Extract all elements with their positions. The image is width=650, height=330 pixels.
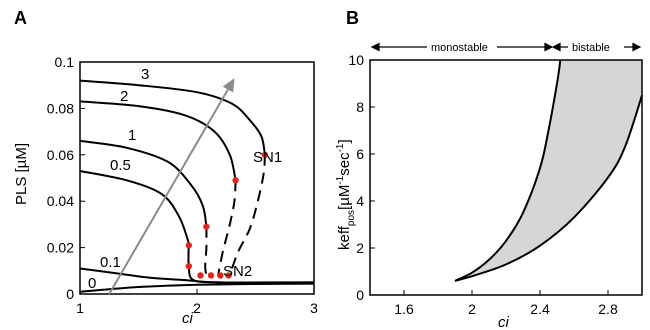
unstable-branch-2	[204, 226, 208, 276]
panel-a-x-ticks: 1 2 3	[76, 289, 318, 316]
panel-a-bifurcation-points	[185, 151, 269, 279]
bifurcation-point-4	[185, 262, 193, 270]
bistable-arrow-left-head	[551, 42, 561, 52]
series-curve-3	[79, 79, 266, 155]
annotation-sn1: SN1	[253, 149, 282, 166]
b-x-tick-label: 2	[468, 301, 476, 317]
curve-label-2: 2	[120, 88, 128, 105]
y-label-keff: keff	[336, 225, 353, 250]
curve-label-0-5: 0.5	[110, 157, 131, 174]
bifurcation-point-6	[207, 272, 215, 279]
y-label-sup1: -1	[335, 175, 346, 184]
panel-b-y-ticks: 0 2 4 6 8 10	[348, 52, 375, 303]
bifurcation-point-5	[197, 272, 204, 279]
region-monostable: monostable	[431, 42, 488, 54]
monostable-arrow-left-head	[370, 42, 380, 52]
arrow-shaft	[108, 88, 229, 295]
bifurcation-point-7	[217, 272, 224, 279]
panel-b-x-label: ci	[498, 314, 510, 330]
series-curve-0	[79, 282, 315, 293]
b-y-tick-label: 8	[356, 99, 364, 115]
y-label-sec: sec	[336, 152, 353, 176]
y-label-sub: pos	[346, 210, 357, 226]
unstable-branch-0	[228, 154, 266, 276]
a-y-tick-label: 0.1	[55, 54, 75, 70]
panel-b-x-ticks: 1.6 2 2.4 2.8	[394, 290, 618, 317]
b-y-tick-label: 0	[356, 287, 364, 303]
panel-a-y-ticks: 0 0.02 0.04 0.06 0.08 0.1	[47, 54, 85, 302]
b-y-tick-label: 6	[356, 146, 364, 162]
b-y-tick-label: 4	[356, 193, 364, 209]
curve-label-0-1: 0.1	[100, 254, 121, 271]
a-x-tick-label: 2	[193, 300, 201, 316]
panel-b-letter: B	[346, 8, 359, 28]
arrow-head	[222, 78, 235, 93]
curve-label-0: 0	[88, 275, 96, 292]
bifurcation-point-2	[203, 223, 210, 230]
annotation-sn2: SN2	[223, 263, 252, 280]
y-label-sup2: -1	[335, 143, 346, 152]
a-y-tick-label: 0.04	[47, 193, 74, 209]
region-bistable: bistable	[572, 42, 610, 54]
curve-label-3: 3	[141, 66, 149, 83]
panel-b-frame	[369, 59, 643, 296]
panel-b: B 0 2 4 6 8 10 1.6 2 2.4 2.8 monostable bistable…	[335, 8, 643, 330]
bifurcation-point-8	[225, 272, 232, 279]
b-y-tick-label: 2	[356, 240, 364, 256]
a-x-tick-label: 1	[76, 300, 84, 316]
bistable-region	[455, 60, 642, 281]
a-y-tick-label: 0.06	[47, 147, 74, 163]
a-y-tick-label: 0.02	[47, 240, 74, 256]
b-x-tick-label: 2.8	[598, 301, 618, 317]
bifurcation-point-3	[185, 242, 193, 249]
a-y-tick-label: 0.08	[47, 100, 74, 116]
upper-boundary-curve	[454, 59, 562, 282]
b-y-tick-label: 10	[348, 52, 364, 68]
series-curve-2	[79, 100, 237, 181]
series-curve-1	[79, 139, 208, 227]
panel-b-bistable-area	[454, 59, 643, 282]
lower-boundary-curve	[454, 94, 643, 282]
a-y-tick-label: 0	[66, 286, 74, 302]
bistable-label-bg	[568, 40, 624, 54]
panel-b-y-label: keffpos[µM-1sec-1]	[335, 139, 357, 250]
bifurcation-point-1	[232, 177, 239, 184]
panel-a-x-label: ci	[182, 310, 194, 327]
b-x-tick-label: 1.6	[394, 301, 414, 317]
panel-a-letter: A	[14, 8, 27, 28]
bistable-arrow-right-head	[632, 42, 642, 52]
svg-text:keffpos[µM-1sec-1]: keffpos[µM-1sec-1]	[335, 139, 357, 250]
curve-label-1: 1	[128, 127, 136, 144]
unstable-branch-1	[217, 180, 237, 276]
panel-a-arrow	[108, 78, 235, 295]
b-x-tick-label: 2.4	[530, 301, 550, 317]
panel-a-y-label: PLS [µM]	[13, 143, 30, 205]
y-label-end: ]	[336, 139, 353, 143]
a-x-tick-label: 3	[310, 300, 318, 316]
monostable-arrow-right-head	[544, 42, 554, 52]
monostable-label-bg	[427, 40, 497, 54]
bifurcation-point-0	[261, 151, 269, 158]
y-label-unit: [µM	[336, 185, 353, 210]
